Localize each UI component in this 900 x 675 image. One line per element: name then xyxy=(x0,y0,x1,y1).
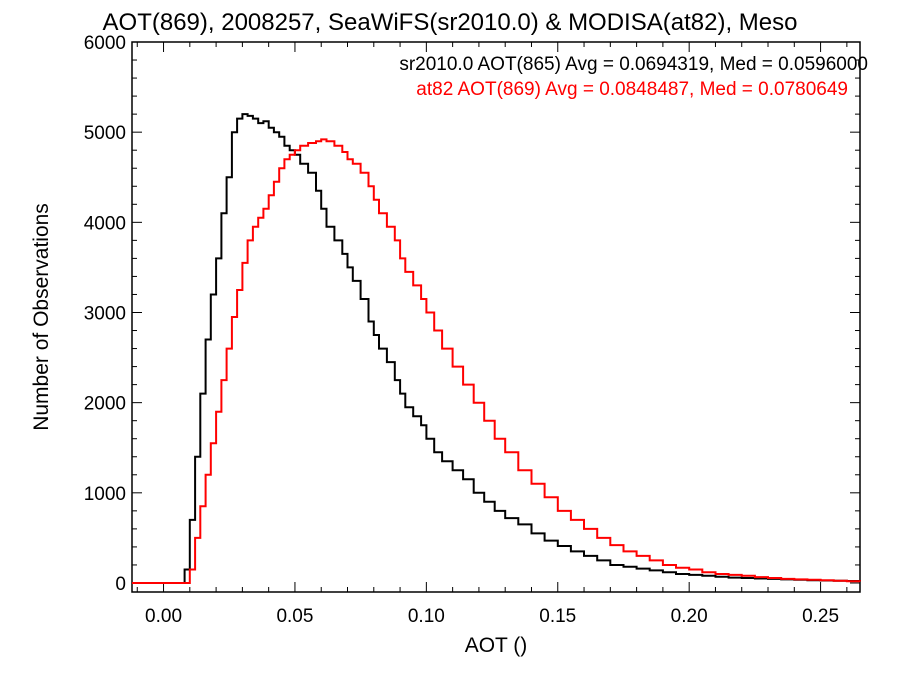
series-at82-line xyxy=(132,138,861,584)
y-tick-label: 0 xyxy=(115,574,126,595)
x-tick-label: 0.00 xyxy=(145,606,182,627)
series-layer xyxy=(132,113,861,584)
chart-title: AOT(869), 2008257, SeaWiFS(sr2010.0) & M… xyxy=(103,9,798,36)
legend-entry-sr2010: sr2010.0 AOT(865) Avg = 0.0694319, Med =… xyxy=(399,54,868,75)
x-tick-label: 0.20 xyxy=(671,606,708,627)
series-sr2010-line xyxy=(132,113,861,584)
x-tick-label: 0.25 xyxy=(802,606,839,627)
x-tick-label: 0.05 xyxy=(276,606,313,627)
y-tick-label: 4000 xyxy=(84,213,126,234)
x-tick-label: 0.15 xyxy=(539,606,576,627)
y-tick-label: 5000 xyxy=(84,123,126,144)
y-tick-label: 6000 xyxy=(84,33,126,54)
plot-frame xyxy=(131,41,861,593)
legend: sr2010.0 AOT(865) Avg = 0.0694319, Med =… xyxy=(399,54,868,100)
legend-entry-at82: at82 AOT(869) Avg = 0.0848487, Med = 0.0… xyxy=(416,79,848,100)
y-tick-label: 1000 xyxy=(84,484,126,505)
y-tick-label: 2000 xyxy=(84,394,126,415)
x-axis: 0.00 0.05 0.10 0.15 0.20 0.25 xyxy=(136,42,848,627)
x-axis-label: AOT () xyxy=(465,634,528,657)
y-axis-label: Number of Observations xyxy=(30,203,53,431)
y-axis: 0 1000 2000 3000 4000 5000 6000 xyxy=(84,33,860,595)
y-tick-label: 3000 xyxy=(84,303,126,324)
x-tick-label: 0.10 xyxy=(408,606,445,627)
